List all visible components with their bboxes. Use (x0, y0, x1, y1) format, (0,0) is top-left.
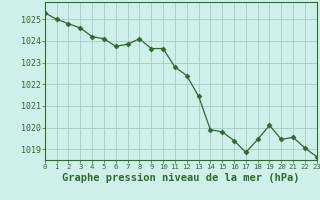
X-axis label: Graphe pression niveau de la mer (hPa): Graphe pression niveau de la mer (hPa) (62, 173, 300, 183)
